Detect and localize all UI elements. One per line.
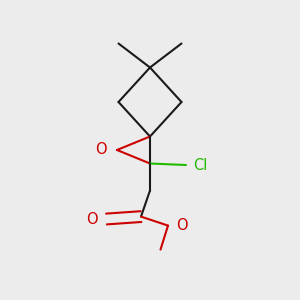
- Text: O: O: [95, 142, 106, 158]
- Text: O: O: [176, 218, 187, 233]
- Text: O: O: [86, 212, 98, 226]
- Text: Cl: Cl: [193, 158, 208, 172]
